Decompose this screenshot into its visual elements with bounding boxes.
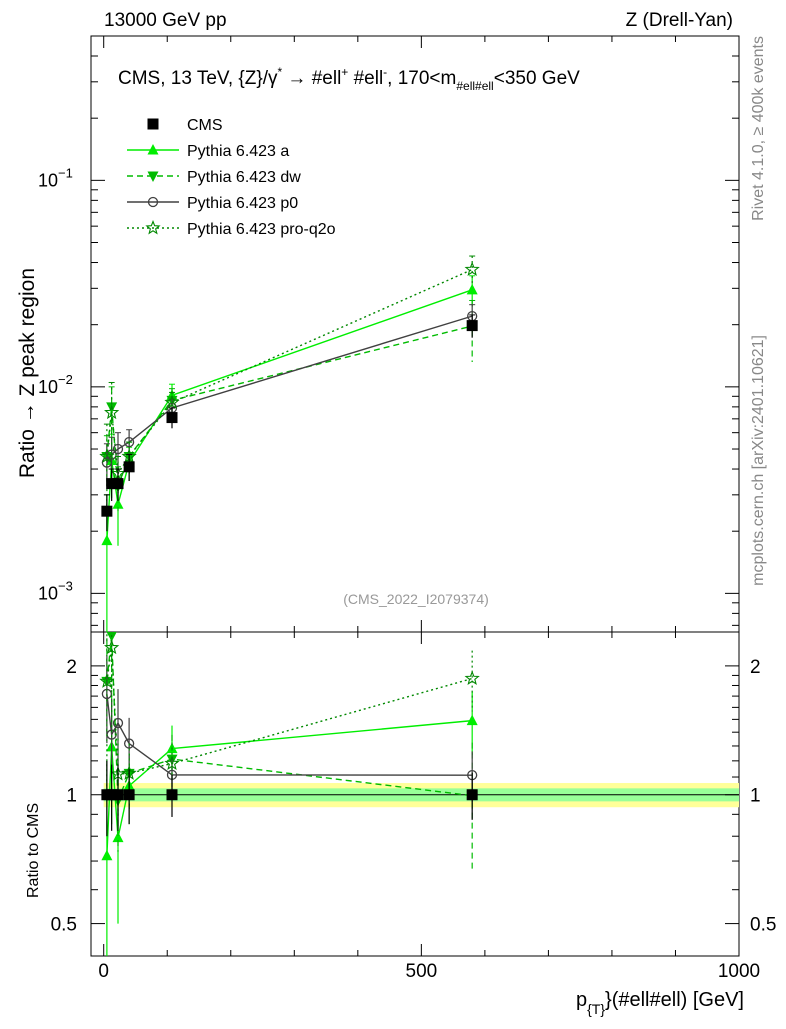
- series-pythia-6-423-p0: [101, 304, 478, 487]
- ratio-tick-label: 1: [750, 786, 761, 807]
- ratio-point: [112, 717, 124, 729]
- data-point: [466, 283, 478, 295]
- legend-label: Pythia 6.423 a: [187, 143, 289, 160]
- ratio-point: [106, 789, 118, 801]
- y-tick-labels: 10−1 10−2 10−3: [38, 165, 73, 603]
- ratio-tick-labels-left: 2 1 0.5: [51, 657, 77, 936]
- legend-marker: [145, 219, 161, 235]
- data-point: [464, 261, 480, 276]
- data-point: [123, 436, 135, 448]
- header-energy: 13000 GeV pp: [104, 10, 227, 31]
- ratio-series-line: [106, 635, 473, 801]
- data-point: [104, 404, 120, 420]
- legend-label: Pythia 6.423 pro-q2o: [187, 221, 336, 238]
- ratio-series-pythia-6-423-a: [101, 691, 478, 956]
- ratio-series-line: [106, 647, 473, 775]
- x-tick-label: 1000: [718, 961, 760, 982]
- ratio-point: [466, 714, 478, 726]
- ratio-series-group: [99, 632, 739, 956]
- ratio-point: [99, 673, 115, 688]
- ratio-tick-label: 0.5: [750, 915, 776, 936]
- data-point: [123, 461, 135, 473]
- legend-marker: [147, 118, 159, 130]
- x-tick-labels: 0 500 1000: [98, 961, 760, 982]
- ratio-tick-labels-right: 2 1 0.5: [750, 657, 776, 936]
- legend-item-pythia-6-423-dw: Pythia 6.423 dw: [127, 169, 301, 186]
- series-line: [106, 325, 473, 487]
- main-series-group: [99, 255, 480, 632]
- data-point: [112, 478, 124, 490]
- plot-title: CMS, 13 TeV, {Z}/γ* → #ell+ #ell-, 170<m…: [118, 65, 580, 93]
- series-pythia-6-423-pro-q2o: [99, 255, 480, 508]
- x-tick-label: 0: [98, 961, 109, 982]
- legend-label: Pythia 6.423 dw: [187, 169, 301, 186]
- data-point: [466, 320, 478, 332]
- ratio-y-axis-title: Ratio to CMS: [25, 803, 42, 898]
- data-point: [112, 498, 124, 509]
- axis-ticks: [91, 35, 740, 956]
- legend-label: Pythia 6.423 p0: [187, 195, 298, 212]
- legend-label: CMS: [187, 117, 223, 134]
- series-line: [106, 315, 473, 463]
- legend-marker: [147, 144, 159, 155]
- ratio-point: [112, 831, 124, 843]
- ratio-point: [104, 639, 120, 655]
- data-point: [106, 478, 118, 490]
- ratio-point: [112, 789, 124, 801]
- legend-item-pythia-6-423-p0: Pythia 6.423 p0: [127, 195, 298, 212]
- ratio-series-line: [106, 719, 473, 856]
- x-axis-title: p{T}}(#ell#ell) [GeV]: [576, 989, 744, 1017]
- series-line: [106, 289, 473, 541]
- series-pythia-6-423-a: [101, 275, 478, 632]
- ratio-tick-label: 2: [750, 657, 761, 678]
- mcplots-label: mcplots.cern.ch [arXiv:2401.10621]: [750, 335, 767, 586]
- ratio-point: [123, 738, 135, 749]
- data-point: [112, 443, 124, 455]
- legend-item-cms: CMS: [147, 117, 223, 134]
- rivet-label: Rivet 4.1.0, ≥ 400k events: [750, 36, 767, 221]
- data-point: [101, 534, 113, 546]
- ratio-point: [164, 755, 180, 770]
- header-process: Z (Drell-Yan): [626, 10, 733, 31]
- y-tick-label: 10−2: [38, 372, 73, 397]
- data-point: [101, 505, 113, 517]
- ratio-point: [166, 789, 178, 801]
- series-line: [106, 268, 473, 476]
- data-point: [164, 394, 180, 409]
- legend: CMS Pythia 6.423 a Pythia 6.423 dw Pythia 6…: [127, 117, 336, 238]
- legend-marker: [147, 171, 159, 182]
- ratio-point: [464, 670, 480, 685]
- y-tick-label: 10−1: [38, 165, 73, 190]
- ratio-point: [123, 789, 135, 801]
- ratio-tick-label: 1: [66, 786, 77, 807]
- ratio-point: [466, 789, 478, 801]
- ratio-point: [101, 849, 113, 861]
- y-tick-label: 10−3: [38, 578, 73, 603]
- ratio-series-line: [106, 693, 473, 776]
- x-tick-label: 500: [406, 961, 438, 982]
- legend-item-pythia-6-423-pro-q2o: Pythia 6.423 pro-q2o: [127, 219, 336, 238]
- series-cms: [101, 314, 478, 532]
- ratio-series-pythia-6-423-p0: [101, 655, 478, 803]
- legend-marker: [147, 196, 159, 208]
- analysis-id: (CMS_2022_I2079374): [343, 591, 489, 607]
- ratio-tick-label: 2: [66, 657, 77, 678]
- ratio-tick-label: 0.5: [51, 915, 77, 936]
- ratio-series-cms: [101, 760, 478, 837]
- data-point: [166, 412, 178, 424]
- legend-item-pythia-6-423-a: Pythia 6.423 a: [127, 143, 289, 160]
- y-axis-title: Ratio → Z peak region: [16, 268, 39, 478]
